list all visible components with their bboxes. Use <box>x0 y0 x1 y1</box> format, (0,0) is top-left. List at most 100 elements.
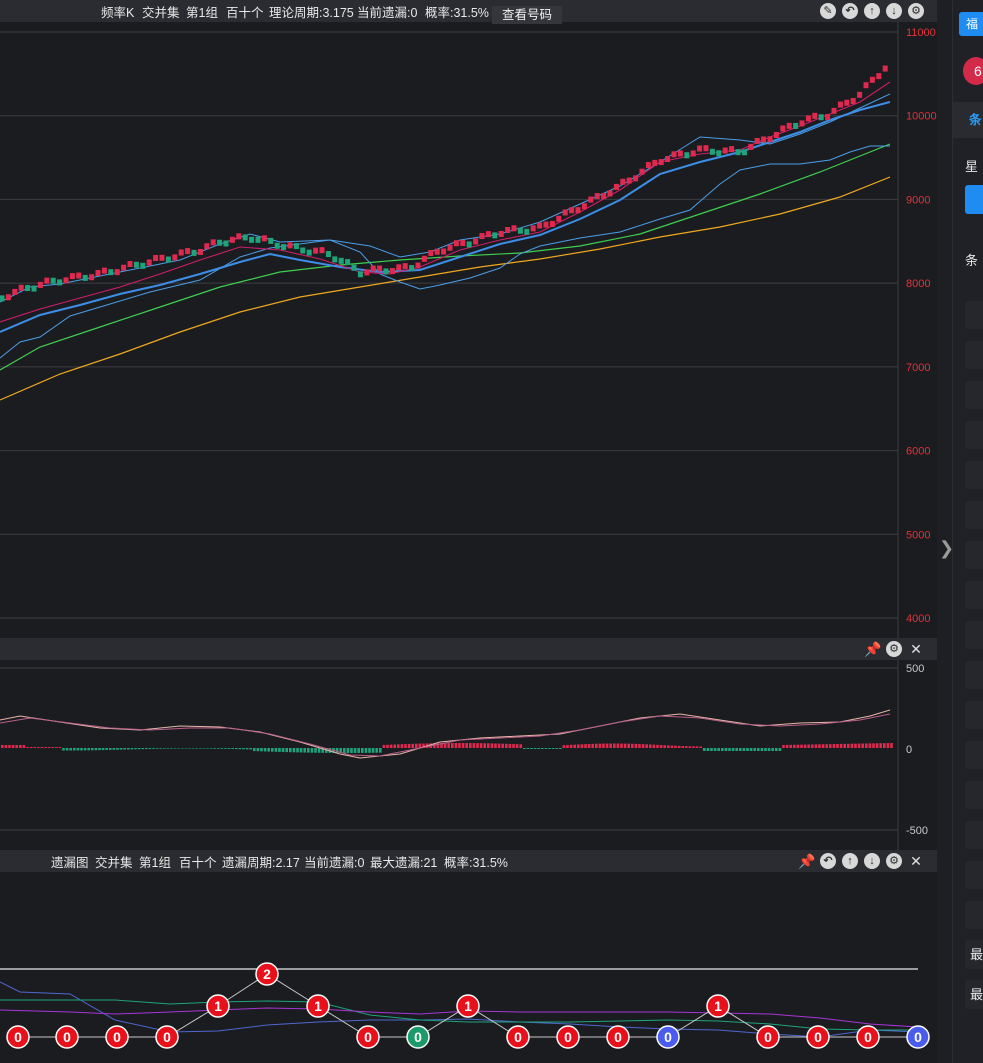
candle <box>133 261 139 268</box>
view-numbers-button[interactable]: 查看号码 <box>492 6 563 24</box>
macd-bar <box>310 748 314 753</box>
macd-bar <box>443 743 447 748</box>
side-row[interactable] <box>965 821 983 849</box>
macd-bar <box>47 747 51 748</box>
macd-bar <box>83 748 87 751</box>
macd-chart[interactable]: 500 0 -500 <box>0 660 937 850</box>
candle <box>626 177 632 184</box>
side-row[interactable] <box>965 581 983 609</box>
settings-icon[interactable]: ⚙ <box>908 3 924 19</box>
candle <box>479 233 485 240</box>
omission-chart[interactable]: 0 0 0 0 1 2 1 0 0 1 0 0 0 0 1 0 0 0 0 <box>0 872 937 1063</box>
side-field-max-1[interactable]: 最 <box>965 940 983 969</box>
macd-bar <box>609 743 612 748</box>
undo-icon[interactable]: ↶ <box>820 853 836 869</box>
macd-bar <box>303 748 306 753</box>
omission-node-circle <box>506 1025 530 1049</box>
macd-bar <box>692 746 695 748</box>
candle <box>575 207 581 214</box>
candle <box>287 242 293 249</box>
macd-bar <box>778 748 782 751</box>
edit-icon[interactable]: ✎ <box>820 3 836 19</box>
candle <box>364 269 370 276</box>
macd-bar <box>508 743 512 748</box>
side-row[interactable] <box>965 381 983 409</box>
macd-bar <box>739 748 742 751</box>
candle <box>741 149 747 156</box>
macd-bar <box>11 745 15 748</box>
macd-bar <box>130 748 134 750</box>
pin-icon[interactable]: 📌 <box>864 641 882 657</box>
macd-bar <box>87 748 90 751</box>
side-row[interactable] <box>965 421 983 449</box>
settings-icon[interactable]: ⚙ <box>886 641 902 657</box>
macd-bar <box>465 743 468 748</box>
candle <box>229 236 235 243</box>
macd-bar <box>58 747 62 748</box>
macd-bar <box>796 744 800 748</box>
macd-bar <box>742 748 746 751</box>
kline-toolbar: ✎ ↶ ↑ ↓ ⚙ <box>820 3 924 19</box>
candle <box>351 264 357 271</box>
macd-bar <box>746 748 749 751</box>
candle <box>274 242 280 249</box>
macd-bar <box>292 748 296 753</box>
candle <box>428 250 434 257</box>
side-row[interactable] <box>965 541 983 569</box>
side-row[interactable] <box>965 301 983 329</box>
side-row[interactable] <box>965 741 983 769</box>
macd-bar <box>307 748 310 753</box>
side-field-max-2[interactable]: 最 <box>965 980 983 1009</box>
macd-bar <box>274 748 278 752</box>
side-row[interactable] <box>965 341 983 369</box>
candle <box>261 235 267 242</box>
side-tab[interactable]: 条 <box>953 102 983 138</box>
candle <box>153 255 159 262</box>
omission-node: 0 <box>356 1025 380 1049</box>
side-label-star: 星 <box>965 159 979 174</box>
macd-bar <box>523 748 526 749</box>
close-icon[interactable]: ✕ <box>910 641 922 657</box>
macd-bar <box>677 745 681 748</box>
macd-bar <box>872 743 875 748</box>
candle <box>18 284 24 291</box>
macd-bar <box>256 748 260 752</box>
macd-bar <box>148 748 152 749</box>
side-row[interactable] <box>965 661 983 689</box>
undo-icon[interactable]: ↶ <box>842 3 858 19</box>
settings-icon[interactable]: ⚙ <box>886 853 902 869</box>
candle <box>850 98 856 105</box>
macd-bar <box>141 748 144 750</box>
side-row[interactable] <box>965 861 983 889</box>
side-row[interactable] <box>965 701 983 729</box>
up-icon[interactable]: ↑ <box>842 853 858 869</box>
kline-chart[interactable]: 11000 10000 9000 8000 7000 6000 5000 4000 <box>0 22 937 638</box>
side-row[interactable] <box>965 461 983 489</box>
macd-bar <box>591 743 594 748</box>
down-icon[interactable]: ↓ <box>886 3 902 19</box>
macd-bar <box>886 743 890 748</box>
side-blue-button[interactable] <box>965 185 983 214</box>
boll-upper-line <box>0 93 891 303</box>
candle <box>441 248 447 255</box>
candle <box>805 115 811 122</box>
chevron-right-icon[interactable]: ❯ <box>939 538 955 558</box>
pin-icon[interactable]: 📌 <box>798 853 816 869</box>
side-row[interactable] <box>965 621 983 649</box>
candle <box>773 131 779 138</box>
side-row[interactable] <box>965 501 983 529</box>
macd-bar <box>173 748 177 749</box>
macd-bar <box>364 748 368 753</box>
close-icon[interactable]: ✕ <box>910 853 922 869</box>
down-icon[interactable]: ↓ <box>864 853 880 869</box>
omission-node-circle <box>556 1025 580 1049</box>
macd-bar <box>105 748 108 750</box>
collapse-divider[interactable]: ❯ <box>937 0 955 1063</box>
side-row[interactable] <box>965 901 983 929</box>
macd-bar <box>296 748 299 753</box>
omission-toolbar: 📌 ↶ ↑ ↓ ⚙ ✕ <box>798 853 924 869</box>
macd-bar <box>325 748 328 753</box>
side-top-button[interactable]: 福 <box>959 12 983 36</box>
up-icon[interactable]: ↑ <box>864 3 880 19</box>
side-row[interactable] <box>965 781 983 809</box>
